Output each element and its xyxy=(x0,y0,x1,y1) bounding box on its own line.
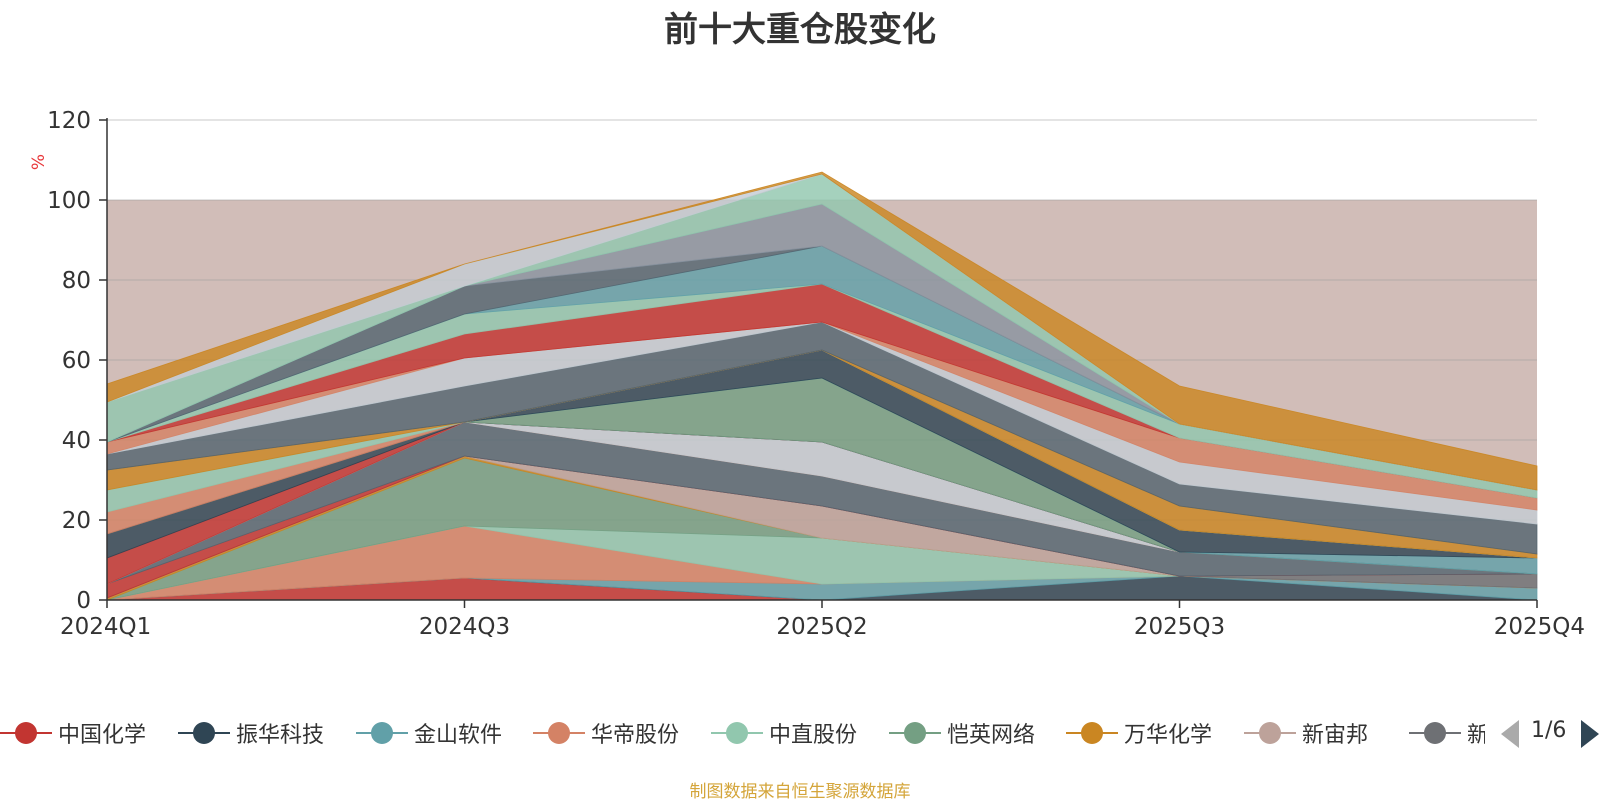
legend-item[interactable]: 中国化学 xyxy=(0,715,146,751)
legend-marker-icon xyxy=(0,719,52,747)
legend-label: 恺英网络 xyxy=(947,723,1036,748)
legend-item[interactable]: 新宙邦 xyxy=(1244,715,1368,751)
legend-marker-icon xyxy=(889,719,941,747)
legend-marker-icon xyxy=(1066,719,1118,747)
legend-item[interactable]: 新易盛 xyxy=(1409,715,1485,751)
legend-prev-arrow-icon[interactable] xyxy=(1501,720,1519,748)
legend-label: 万华化学 xyxy=(1124,723,1213,748)
legend-item[interactable]: 恺英网络 xyxy=(889,715,1035,751)
legend-label: 中国化学 xyxy=(58,723,147,748)
legend-label: 金山软件 xyxy=(414,723,503,748)
legend-label: 振华科技 xyxy=(236,723,325,748)
legend-label: 新宙邦 xyxy=(1302,723,1369,748)
area-series-33 xyxy=(106,171,1538,491)
y-tick-label: 80 xyxy=(62,268,91,294)
y-tick-label: 120 xyxy=(47,108,91,134)
legend-marker-icon xyxy=(533,719,585,747)
x-tick-label: 2025Q4 xyxy=(1494,614,1585,640)
legend-marker-icon xyxy=(356,719,408,747)
x-tick-label: 2025Q2 xyxy=(776,614,867,640)
x-tick-label: 2024Q1 xyxy=(60,614,151,640)
x-tick-label: 2024Q3 xyxy=(419,614,510,640)
legend-marker-icon xyxy=(1244,719,1296,747)
legend: 中国化学 振华科技 金山软件 华帝股份 中直股份 恺英网络 万华化学 新宙邦 新易盛 xyxy=(0,715,1485,751)
legend-label: 华帝股份 xyxy=(591,723,680,748)
y-tick-label: 60 xyxy=(62,348,91,374)
legend-marker-icon xyxy=(178,719,230,747)
legend-label: 新易盛 xyxy=(1467,723,1485,748)
legend-item[interactable]: 万华化学 xyxy=(1066,715,1212,751)
legend-item[interactable]: 振华科技 xyxy=(178,715,324,751)
legend-pager: 1/6 xyxy=(1498,714,1600,754)
legend-marker-icon xyxy=(711,719,763,747)
y-tick-label: 100 xyxy=(47,188,91,214)
legend-next-arrow-icon[interactable] xyxy=(1581,720,1599,748)
y-axis-unit-label: % xyxy=(29,154,49,170)
chart-title: 前十大重仓股变化 xyxy=(664,10,936,50)
legend-label: 中直股份 xyxy=(769,723,858,748)
x-tick-label: 2025Q3 xyxy=(1134,614,1225,640)
legend-item[interactable]: 中直股份 xyxy=(711,715,857,751)
data-source-note: 制图数据来自恒生聚源数据库 xyxy=(689,782,911,802)
y-tick-label: 0 xyxy=(76,588,91,614)
area-chart: 0 20 40 60 80 100 120 2024Q1 2024Q3 2025Q2 2025Q3 2… xyxy=(29,108,1585,640)
y-tick-label: 20 xyxy=(62,508,91,534)
legend-page-indicator: 1/6 xyxy=(1531,718,1567,743)
y-tick-label: 40 xyxy=(62,428,91,454)
legend-item[interactable]: 金山软件 xyxy=(356,715,502,751)
legend-item[interactable]: 华帝股份 xyxy=(533,715,679,751)
legend-marker-icon xyxy=(1409,719,1461,747)
